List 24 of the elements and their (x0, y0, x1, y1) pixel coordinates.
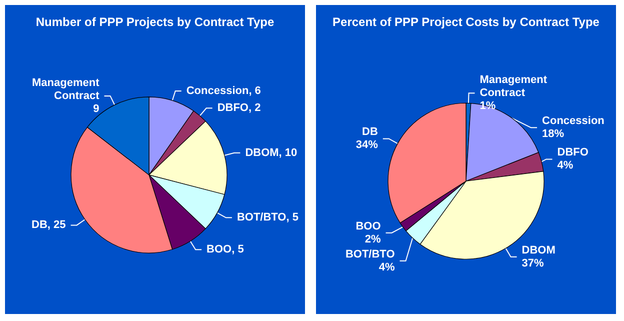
slice-label: Concession, 6 (186, 84, 261, 97)
slice-label: DBOM, 10 (245, 146, 298, 159)
slice-label: Management Contract (32, 76, 100, 102)
slice-label: Management Contract (480, 74, 548, 100)
slice-label: BOO, 5 (206, 244, 244, 256)
data-label: 9 (93, 102, 100, 115)
slice-label: Concession (542, 115, 605, 128)
data-label: 4% (378, 261, 395, 274)
slice-label: DB (362, 126, 378, 138)
data-label: 34% (356, 139, 378, 152)
slice-label: BOT/BTO (345, 248, 396, 260)
slice-label: DB, 25 (32, 219, 66, 232)
data-label: 4% (557, 160, 574, 172)
data-label: 37% (522, 257, 544, 270)
data-label: 1% (480, 100, 496, 112)
chart-title: Number of PPP Projects by Contract Type (36, 15, 274, 29)
data-label: 2% (364, 233, 381, 246)
data-label: 18% (542, 128, 564, 140)
slice-label: BOT/BTO, 5 (236, 212, 298, 224)
chart-title: Percent of PPP Project Costs by Contract Type (332, 15, 600, 29)
slice-label: DBFO (557, 146, 589, 159)
slice-label: DBOM (522, 244, 556, 256)
slice-label: DBFO, 2 (217, 102, 261, 114)
slice-label: BOO (356, 220, 382, 232)
